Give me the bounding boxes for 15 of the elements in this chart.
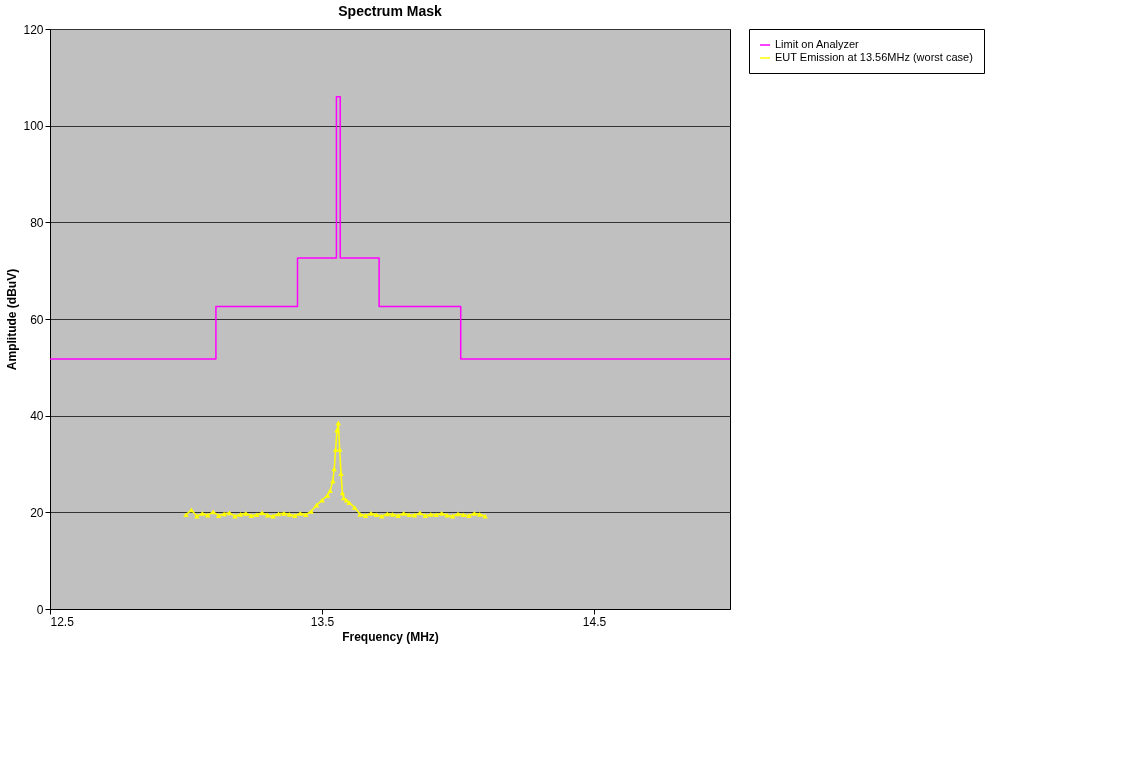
- y-tick-label: 20: [30, 505, 44, 520]
- y-tick-label: 60: [30, 312, 44, 327]
- y-tick-label: 100: [23, 119, 44, 134]
- x-tick-label: 12.5: [50, 614, 75, 629]
- legend-label: EUT Emission at 13.56MHz (worst case): [775, 51, 973, 63]
- x-tick-label: 13.5: [310, 614, 335, 629]
- y-tick-label: 40: [30, 409, 44, 424]
- x-tick-label: 14.5: [582, 614, 607, 629]
- chart-title: Spectrum Mask: [338, 3, 442, 19]
- legend-label: Limit on Analyzer: [775, 38, 860, 50]
- y-tick-label: 80: [30, 215, 44, 230]
- y-axis-title: Amplitude (dBuV): [5, 268, 20, 371]
- y-tick-label: 120: [23, 22, 44, 37]
- x-axis-title: Frequency (MHz): [342, 629, 439, 644]
- y-tick-label: 0: [36, 602, 44, 617]
